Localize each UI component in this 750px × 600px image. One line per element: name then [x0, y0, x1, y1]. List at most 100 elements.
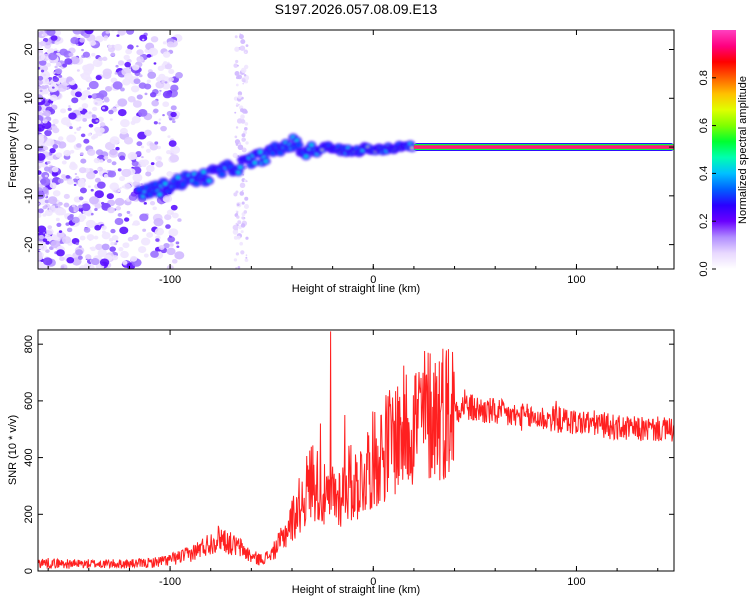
noise-speckle: [168, 228, 179, 237]
noise-speckle: [133, 99, 136, 102]
noise-speckle: [164, 214, 172, 221]
noise-speckle: [130, 255, 138, 262]
noise-speckle: [131, 223, 135, 226]
noise-speckle: [49, 94, 58, 102]
snr-x-tick-label: 100: [567, 576, 585, 588]
noise-speckle: [46, 30, 56, 37]
noise-speckle: [234, 135, 238, 139]
noise-speckle: [169, 118, 173, 121]
noise-speckle: [123, 136, 134, 145]
noise-speckle: [164, 63, 173, 70]
snr-y-tick-label: 400: [23, 448, 35, 466]
noise-speckle: [166, 209, 174, 216]
noise-speckle: [115, 146, 120, 151]
noise-speckle: [158, 245, 165, 250]
noise-speckle: [47, 93, 51, 96]
noise-speckle: [42, 238, 48, 243]
noise-speckle: [136, 141, 143, 147]
noise-speckle: [58, 74, 63, 78]
noise-speckle: [136, 56, 144, 63]
noise-speckle: [44, 174, 48, 178]
noise-speckle: [107, 206, 115, 214]
noise-speckle: [43, 110, 51, 117]
noise-speckle: [240, 67, 247, 74]
noise-speckle: [153, 217, 164, 227]
noise-speckle: [84, 30, 94, 35]
noise-speckle: [81, 48, 84, 52]
noise-speckle: [45, 240, 50, 245]
noise-speckle: [132, 180, 141, 188]
noise-speckle: [87, 133, 92, 137]
noise-speckle: [64, 58, 73, 65]
noise-speckle: [136, 179, 140, 183]
noise-speckle: [167, 135, 171, 138]
noise-speckle: [60, 265, 65, 269]
noise-speckle: [114, 197, 125, 206]
noise-speckle: [233, 235, 238, 240]
noise-speckle: [97, 166, 104, 172]
noise-speckle: [63, 202, 70, 208]
noise-speckle: [85, 254, 92, 260]
noise-speckle: [244, 196, 249, 201]
ridge-mid: [218, 171, 225, 177]
noise-speckle: [66, 122, 72, 128]
noise-speckle: [143, 253, 149, 258]
noise-speckle: [174, 251, 185, 260]
noise-speckle: [66, 134, 77, 143]
ridge-core: [253, 161, 257, 165]
noise-speckle: [123, 54, 130, 61]
noise-speckle: [45, 249, 50, 253]
snr-y-tick-label: 200: [23, 505, 35, 523]
noise-speckle: [70, 56, 80, 65]
noise-speckle: [93, 235, 99, 240]
noise-speckle: [89, 40, 97, 46]
ridge-hot: [410, 146, 414, 150]
spectrogram-y-tick-label: 10: [23, 92, 35, 104]
noise-speckle: [139, 213, 149, 222]
snr-panel: -100 0 100 0 200 400 600 800 Height of straigh…: [7, 329, 675, 596]
noise-speckle: [39, 89, 43, 93]
noise-speckle: [84, 111, 94, 119]
noise-speckle: [240, 230, 244, 234]
noise-speckle: [237, 91, 243, 96]
noise-speckle: [38, 105, 42, 112]
noise-speckle: [38, 80, 44, 85]
noise-speckle: [244, 126, 248, 131]
noise-speckle: [241, 133, 246, 138]
noise-speckle: [81, 90, 91, 98]
noise-speckle: [78, 245, 82, 249]
colorbar-tick-label: 0.6: [698, 118, 710, 133]
noise-speckle: [241, 147, 247, 153]
noise-speckle: [58, 230, 63, 234]
noise-speckle: [146, 53, 152, 58]
noise-speckle: [234, 71, 240, 77]
noise-speckle: [54, 30, 61, 36]
noise-speckle: [90, 188, 94, 192]
noise-speckle: [66, 227, 73, 233]
noise-speckle: [155, 155, 163, 162]
noise-speckle: [43, 166, 51, 172]
noise-speckle: [241, 108, 248, 114]
noise-speckle: [131, 115, 141, 124]
noise-speckle: [66, 256, 75, 264]
noise-speckle: [109, 182, 120, 191]
noise-speckle: [87, 95, 92, 99]
noise-speckle: [61, 236, 72, 244]
noise-speckle: [140, 182, 143, 186]
noise-speckle: [244, 122, 249, 126]
noise-speckle: [237, 144, 244, 151]
noise-speckle: [146, 232, 154, 238]
noise-speckle: [235, 83, 239, 87]
noise-speckle: [117, 213, 123, 217]
noise-speckle: [38, 119, 42, 125]
noise-speckle: [51, 86, 55, 89]
noise-speckle: [76, 43, 79, 46]
noise-speckle: [91, 258, 100, 266]
noise-speckle: [91, 114, 96, 118]
noise-speckle: [94, 203, 102, 209]
noise-speckle: [40, 70, 51, 79]
noise-speckle: [158, 122, 161, 125]
noise-speckle: [49, 147, 56, 154]
colorbar-tick-label: 0.2: [698, 214, 710, 229]
noise-speckle: [235, 75, 240, 80]
